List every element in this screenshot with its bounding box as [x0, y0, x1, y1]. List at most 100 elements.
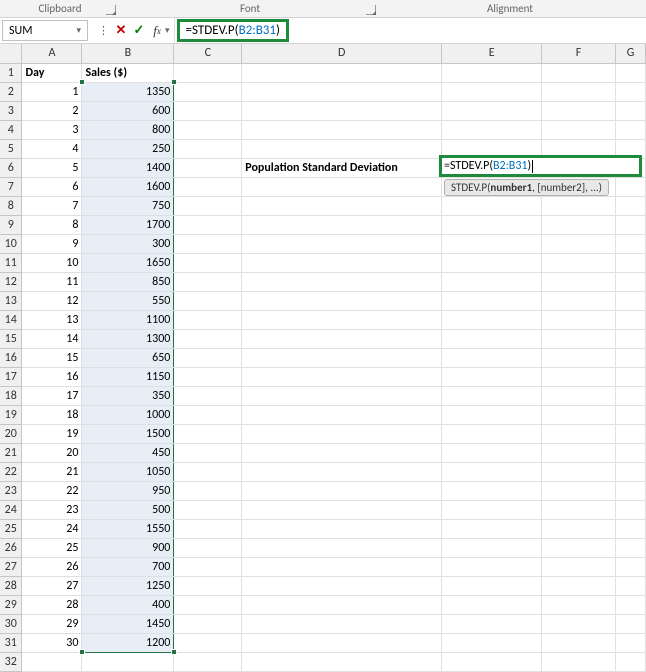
formula-bar-input[interactable]: =STDEV.P(B2:B31)	[177, 19, 289, 42]
cell[interactable]	[542, 576, 616, 595]
cell[interactable]	[542, 329, 616, 348]
chevron-down-icon[interactable]: ▾	[165, 25, 170, 36]
row-header[interactable]: 11	[0, 253, 22, 272]
cell[interactable]	[442, 196, 542, 215]
cell[interactable]: 18	[22, 405, 82, 424]
cell[interactable]	[615, 424, 645, 443]
cell[interactable]	[615, 329, 645, 348]
cell[interactable]: 1050	[82, 462, 174, 481]
cell[interactable]: 20	[22, 443, 82, 462]
cell[interactable]: 750	[82, 196, 174, 215]
cell[interactable]: 1450	[82, 614, 174, 633]
cell[interactable]	[615, 386, 645, 405]
cell[interactable]	[615, 291, 645, 310]
cell[interactable]: 1150	[82, 367, 174, 386]
cell[interactable]: 1200	[82, 633, 174, 652]
cell[interactable]	[442, 63, 542, 82]
cell[interactable]: 24	[22, 519, 82, 538]
cell[interactable]: 17	[22, 386, 82, 405]
cell[interactable]: 9	[22, 234, 82, 253]
cell[interactable]: Sales ($)	[82, 63, 174, 82]
cell[interactable]	[442, 310, 542, 329]
row-header[interactable]: 21	[0, 443, 22, 462]
row-header[interactable]: 31	[0, 633, 22, 652]
cell[interactable]	[442, 348, 542, 367]
cell[interactable]	[442, 272, 542, 291]
cell[interactable]	[542, 196, 616, 215]
chevron-down-icon[interactable]: ▾	[76, 25, 81, 36]
cell[interactable]	[615, 557, 645, 576]
cell[interactable]	[542, 120, 616, 139]
column-header[interactable]: A	[22, 44, 82, 63]
cell[interactable]: 650	[82, 348, 174, 367]
cell[interactable]	[242, 234, 442, 253]
cell[interactable]: 1550	[82, 519, 174, 538]
cell[interactable]	[615, 177, 645, 196]
row-header[interactable]: 32	[0, 652, 22, 671]
cell[interactable]	[615, 272, 645, 291]
cell[interactable]	[442, 519, 542, 538]
cell[interactable]	[242, 120, 442, 139]
cell[interactable]	[442, 215, 542, 234]
cell[interactable]: 900	[82, 538, 174, 557]
cell[interactable]	[542, 519, 616, 538]
cell[interactable]: 1600	[82, 177, 174, 196]
cell[interactable]: 550	[82, 291, 174, 310]
cell[interactable]	[442, 253, 542, 272]
cell[interactable]: 3	[22, 120, 82, 139]
fx-icon[interactable]: fx	[149, 23, 165, 39]
row-header[interactable]: 3	[0, 101, 22, 120]
cell[interactable]: 1500	[82, 424, 174, 443]
cell[interactable]: 25	[22, 538, 82, 557]
cell[interactable]	[615, 481, 645, 500]
cell[interactable]	[542, 348, 616, 367]
cell[interactable]: 23	[22, 500, 82, 519]
cell[interactable]	[174, 557, 242, 576]
cell[interactable]	[442, 462, 542, 481]
row-header[interactable]: 22	[0, 462, 22, 481]
row-header[interactable]: 17	[0, 367, 22, 386]
cell[interactable]	[542, 538, 616, 557]
cell[interactable]: 8	[22, 215, 82, 234]
cell[interactable]	[174, 519, 242, 538]
cell[interactable]	[242, 386, 442, 405]
cell[interactable]	[174, 272, 242, 291]
cell[interactable]	[542, 652, 616, 671]
cell[interactable]: Day	[22, 63, 82, 82]
cell[interactable]: 27	[22, 576, 82, 595]
cell[interactable]	[542, 405, 616, 424]
cell[interactable]	[242, 481, 442, 500]
column-header[interactable]: C	[174, 44, 242, 63]
cell[interactable]	[174, 329, 242, 348]
cell[interactable]	[615, 462, 645, 481]
cell[interactable]	[615, 101, 645, 120]
cell[interactable]	[242, 614, 442, 633]
cell[interactable]	[174, 120, 242, 139]
cell[interactable]	[542, 557, 616, 576]
cell[interactable]	[615, 82, 645, 101]
cell[interactable]	[242, 177, 442, 196]
row-header[interactable]: 1	[0, 63, 22, 82]
cell[interactable]	[242, 101, 442, 120]
cell[interactable]: 29	[22, 614, 82, 633]
cell[interactable]: 1300	[82, 329, 174, 348]
cell[interactable]	[442, 82, 542, 101]
row-header[interactable]: 9	[0, 215, 22, 234]
cell[interactable]: 1350	[82, 82, 174, 101]
dialog-launcher-icon[interactable]	[366, 5, 376, 15]
cell[interactable]	[615, 405, 645, 424]
cell[interactable]	[615, 538, 645, 557]
cell[interactable]	[242, 557, 442, 576]
cell[interactable]: 19	[22, 424, 82, 443]
cell[interactable]: 1650	[82, 253, 174, 272]
cell[interactable]	[242, 348, 442, 367]
cell[interactable]	[615, 443, 645, 462]
cell[interactable]	[174, 158, 242, 177]
cell[interactable]: 400	[82, 595, 174, 614]
cell[interactable]	[242, 443, 442, 462]
cell[interactable]	[174, 405, 242, 424]
cell[interactable]	[174, 424, 242, 443]
cell[interactable]	[542, 481, 616, 500]
cell[interactable]: Population Standard Deviation	[242, 158, 442, 177]
cell[interactable]	[174, 139, 242, 158]
